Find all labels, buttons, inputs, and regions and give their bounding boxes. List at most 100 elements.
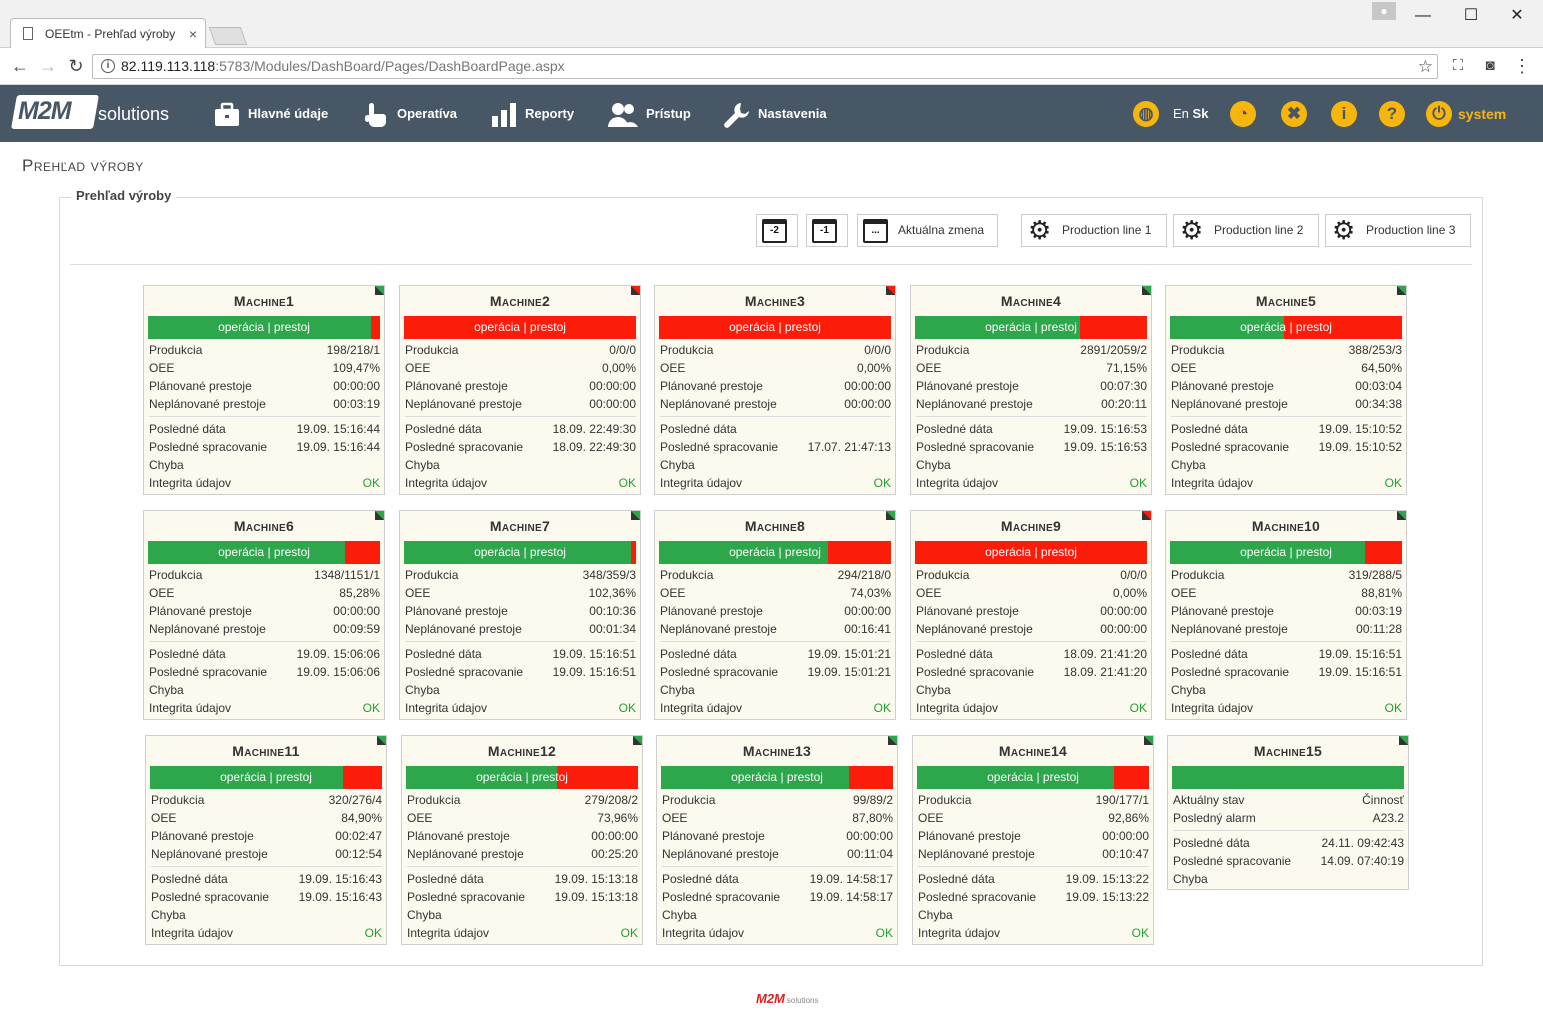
- nav-operativa[interactable]: Operatíva: [363, 101, 457, 127]
- stat-value: 00:03:19: [1355, 604, 1402, 618]
- stat-row: Neplánované prestoje 00:20:11: [916, 395, 1147, 413]
- minimize-button[interactable]: —: [1415, 7, 1431, 24]
- info-circle-icon[interactable]: i: [1331, 101, 1357, 127]
- machine-card[interactable]: Machine1 operácia | prestoj Produkcia 198/2…: [143, 285, 385, 495]
- machine-name[interactable]: Machine7: [489, 518, 551, 534]
- divider: [916, 416, 1147, 417]
- machine-name[interactable]: Machine12: [487, 743, 557, 759]
- stat-value: OK: [875, 926, 893, 940]
- maximize-button[interactable]: ☐: [1463, 7, 1479, 24]
- machine-card[interactable]: Machine14 operácia | prestoj Produkcia 190/…: [912, 735, 1154, 945]
- production-line-3-button[interactable]: ⚙ Production line 3: [1325, 214, 1471, 247]
- machine-name[interactable]: Machine3: [744, 293, 806, 309]
- machine-card[interactable]: Machine7 operácia | prestoj Produkcia 348/3…: [399, 510, 641, 720]
- machine-card[interactable]: Machine8 operácia | prestoj Produkcia 294/2…: [654, 510, 896, 720]
- tools-icon[interactable]: ✖: [1281, 101, 1307, 127]
- day-minus-1-button[interactable]: -1: [806, 214, 848, 247]
- user-name[interactable]: system: [1458, 106, 1507, 122]
- machine-stats: Produkcia 99/89/2 OEE 87,80% Plánované prest…: [657, 789, 897, 942]
- machine-name[interactable]: Machine4: [1000, 293, 1062, 309]
- stat-value: 00:00:00: [844, 379, 891, 393]
- url-input[interactable]: i 82.119.113.118:5783/Modules/DashBoard/…: [92, 54, 1438, 79]
- machine-name[interactable]: Machine15: [1253, 743, 1323, 759]
- machine-card[interactable]: Machine3 operácia | prestoj Produkcia 0/0/0…: [654, 285, 896, 495]
- machine-card[interactable]: Machine9 operácia | prestoj Produkcia 0/0/0…: [910, 510, 1152, 720]
- machine-name[interactable]: Machine6: [233, 518, 295, 534]
- machine-card[interactable]: Machine11 operácia | prestoj Produkcia 320/…: [145, 735, 387, 945]
- help-icon[interactable]: ?: [1379, 101, 1405, 127]
- stat-label: Produkcia: [149, 568, 203, 582]
- stat-value: 84,90%: [341, 811, 382, 825]
- power-icon[interactable]: ⏻: [1426, 101, 1452, 127]
- nav-nastavenia[interactable]: Nastavenia: [724, 101, 827, 128]
- stat-label: Chyba: [662, 908, 697, 922]
- stat-label: OEE: [662, 811, 688, 825]
- machine-card[interactable]: Machine10 operácia | prestoj Produkcia 319/…: [1165, 510, 1407, 720]
- nav-pristup[interactable]: Prístup: [608, 101, 691, 127]
- stat-row: Aktuálny stav Činnosť: [1173, 791, 1404, 809]
- operation-status-bar: operácia | prestoj: [406, 766, 638, 789]
- machine-card[interactable]: Machine13 operácia | prestoj Produkcia 99/8…: [656, 735, 898, 945]
- stat-value: 0/0/0: [864, 343, 891, 357]
- globe-icon[interactable]: ◍: [1133, 101, 1159, 127]
- menu-dots-icon[interactable]: ⋮: [1513, 56, 1531, 76]
- close-window-button[interactable]: ✕: [1510, 7, 1524, 24]
- nav-hlavne-udaje[interactable]: Hlavné údaje: [214, 101, 328, 127]
- machine-name[interactable]: Machine2: [489, 293, 551, 309]
- stat-value: 19.09. 15:16:53: [1063, 440, 1147, 454]
- screen-capture-icon[interactable]: ⛶: [1452, 57, 1464, 74]
- language-switch[interactable]: En Sk: [1173, 106, 1208, 121]
- gauge-icon[interactable]: ◔: [1230, 101, 1256, 127]
- stat-value: OK: [620, 926, 638, 940]
- machine-card[interactable]: Machine12 operácia | prestoj Produkcia 279/…: [401, 735, 643, 945]
- machine-card[interactable]: Machine6 operácia | prestoj Produkcia 1348/…: [143, 510, 385, 720]
- profile-icon[interactable]: ●: [1372, 2, 1396, 20]
- machine-name[interactable]: Machine8: [744, 518, 806, 534]
- stat-label: Neplánované prestoje: [662, 847, 779, 861]
- browser-tab[interactable]: OEEtm - Prehľad výroby ×: [10, 18, 206, 48]
- stat-row: Plánované prestoje 00:00:00: [149, 602, 380, 620]
- divider: [149, 641, 380, 642]
- machine-card[interactable]: Machine4 operácia | prestoj Produkcia 2891/…: [910, 285, 1152, 495]
- forward-arrow-icon[interactable]: →: [39, 56, 57, 76]
- machine-name[interactable]: Machine10: [1251, 518, 1321, 534]
- reload-icon[interactable]: ↻: [68, 56, 84, 76]
- machine-name[interactable]: Machine1: [233, 293, 295, 309]
- stat-row: Neplánované prestoje 00:03:19: [149, 395, 380, 413]
- info-icon[interactable]: i: [101, 59, 115, 73]
- production-line-2-button[interactable]: ⚙ Production line 2: [1173, 214, 1319, 247]
- current-shift-button[interactable]: ... Aktuálna zmena: [857, 214, 998, 247]
- lang-sk[interactable]: Sk: [1192, 106, 1209, 121]
- stat-value: 19.09. 15:13:22: [1065, 872, 1149, 886]
- machine-card[interactable]: Machine5 operácia | prestoj Produkcia 388/2…: [1165, 285, 1407, 495]
- stat-label: Produkcia: [662, 793, 716, 807]
- camera-icon[interactable]: ◙: [1485, 57, 1495, 74]
- new-tab-button[interactable]: [208, 27, 248, 45]
- stat-value: 19.09. 15:16:43: [298, 872, 382, 886]
- production-line-1-button[interactable]: ⚙ Production line 1: [1021, 214, 1167, 247]
- bookmark-star-icon[interactable]: ☆: [1417, 57, 1433, 76]
- machine-name[interactable]: Machine5: [1255, 293, 1317, 309]
- nav-reporty[interactable]: Reporty: [491, 101, 574, 127]
- machine-card[interactable]: Machine15 Aktuálny stav Činnosť Posledný al…: [1167, 735, 1409, 890]
- stat-row: Chyba: [1171, 456, 1402, 474]
- tab-close-icon[interactable]: ×: [188, 26, 197, 42]
- stat-row: Neplánované prestoje 00:25:20: [407, 845, 638, 863]
- stat-row: Neplánované prestoje 00:11:28: [1171, 620, 1402, 638]
- machine-name[interactable]: Machine11: [232, 743, 300, 759]
- stat-value: 00:00:00: [589, 379, 636, 393]
- day-minus-2-button[interactable]: -2: [756, 214, 798, 247]
- lang-en[interactable]: En: [1173, 106, 1189, 121]
- back-arrow-icon[interactable]: ←: [11, 56, 29, 76]
- logo[interactable]: M2M: [18, 97, 72, 125]
- stat-row: Chyba: [916, 681, 1147, 699]
- stat-label: Produkcia: [916, 343, 970, 357]
- machine-name[interactable]: Machine13: [742, 743, 812, 759]
- machine-card[interactable]: Machine2 operácia | prestoj Produkcia 0/0/0…: [399, 285, 641, 495]
- stat-label: Posledné dáta: [151, 872, 228, 886]
- stat-value: OK: [1131, 926, 1149, 940]
- machine-name[interactable]: Machine14: [998, 743, 1068, 759]
- machine-name[interactable]: Machine9: [1000, 518, 1062, 534]
- stat-value: 00:20:11: [1101, 397, 1147, 411]
- logo-suffix: solutions: [98, 104, 170, 124]
